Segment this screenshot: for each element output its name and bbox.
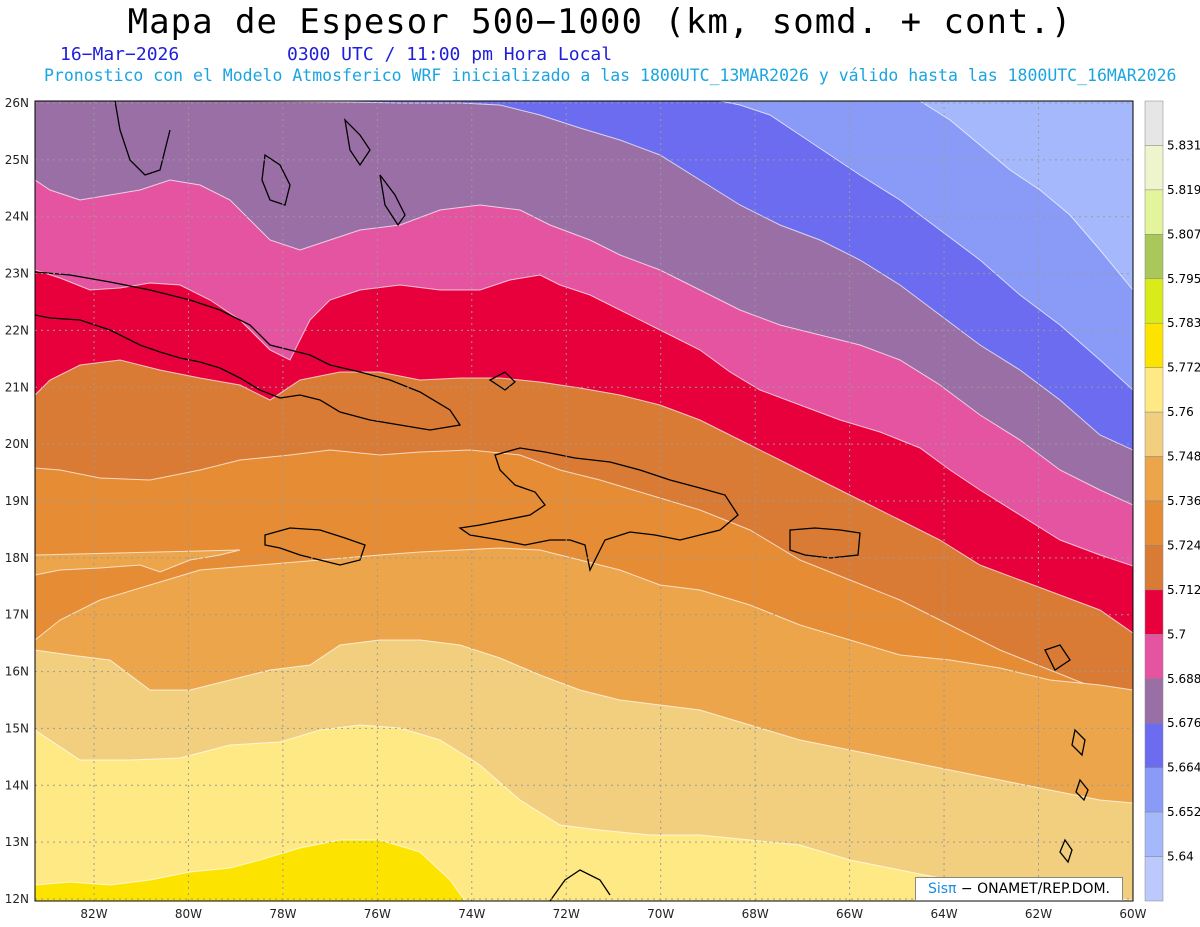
lon-axis: 82W 80W 78W 76W 74W 72W 70W 68W 66W 64W 62W 60W xyxy=(80,907,1146,921)
coast-bahamas-3 xyxy=(379,174,406,227)
colorbar-label: 5.795 xyxy=(1167,272,1200,286)
coast-hispaniola xyxy=(458,447,739,572)
band-5772-5783 xyxy=(35,839,466,901)
plot-frame xyxy=(34,100,1134,902)
colorbar-swatch xyxy=(1144,634,1164,680)
colorbar-swatch xyxy=(1144,456,1164,502)
lat-label: 13N xyxy=(5,835,29,849)
colorbar-label: 5.76 xyxy=(1167,405,1194,419)
credit-logo: Sisπ xyxy=(927,881,957,897)
colorbar-swatch xyxy=(1144,234,1164,280)
colorbar-label: 5.807 xyxy=(1167,227,1200,241)
colorbar-swatch xyxy=(1144,322,1164,368)
colorbar-swatch xyxy=(1144,411,1164,457)
colorbar-swatch xyxy=(1144,811,1164,857)
coast-turks xyxy=(488,371,516,391)
lon-label: 82W xyxy=(80,907,107,921)
colorbar-label: 5.772 xyxy=(1167,361,1200,375)
lat-label: 23N xyxy=(5,267,29,281)
colorbar-label: 5.783 xyxy=(1167,316,1200,330)
coast-puerto-rico xyxy=(789,527,861,559)
coast-cuba xyxy=(35,271,462,431)
colorbar-swatch xyxy=(1144,589,1164,635)
coast-venezuela xyxy=(549,869,611,901)
colorbar-swatch xyxy=(1144,100,1164,146)
lon-label: 80W xyxy=(175,907,202,921)
lat-label: 19N xyxy=(5,494,29,508)
lat-label: 17N xyxy=(5,608,29,622)
colorbar-swatch xyxy=(1144,545,1164,591)
colorbar-swatch xyxy=(1144,856,1164,902)
lat-label: 25N xyxy=(5,153,29,167)
map-title: Mapa de Espesor 500−1000 (km, somd. + co… xyxy=(127,2,1073,42)
colorbar-label: 5.652 xyxy=(1167,805,1200,819)
colorbar-label: 5.819 xyxy=(1167,183,1200,197)
colorbar-label: 5.64 xyxy=(1167,850,1194,864)
coast-florida xyxy=(114,101,171,176)
coast-lesser-antilles-1 xyxy=(1044,644,1071,671)
coastlines xyxy=(35,101,1089,901)
lon-label: 68W xyxy=(742,907,769,921)
colorbar-label: 5.748 xyxy=(1167,450,1200,464)
colorbar-swatch xyxy=(1144,189,1164,235)
coast-jamaica xyxy=(264,527,366,566)
lon-label: 74W xyxy=(458,907,485,921)
lat-label: 21N xyxy=(5,380,29,394)
coast-lesser-antilles-4 xyxy=(1059,838,1073,864)
lon-label: 62W xyxy=(1025,907,1052,921)
lat-label: 24N xyxy=(5,210,29,224)
colorbar-label: 5.831 xyxy=(1167,138,1200,152)
colorbar-label: 5.664 xyxy=(1167,761,1200,775)
lat-label: 14N xyxy=(5,778,29,792)
lat-label: 18N xyxy=(5,551,29,565)
colorbar-label: 5.7 xyxy=(1167,627,1186,641)
coast-lesser-antilles-3 xyxy=(1075,778,1089,802)
colorbar-swatch xyxy=(1144,678,1164,724)
band-5640-5652 xyxy=(919,101,1133,291)
lon-label: 78W xyxy=(269,907,296,921)
lat-label: 12N xyxy=(5,892,29,906)
coast-bahamas-2 xyxy=(344,118,371,167)
band-5736-5748-patch xyxy=(35,549,241,576)
lat-label: 20N xyxy=(5,437,29,451)
lon-label: 72W xyxy=(553,907,580,921)
colorbar-label: 5.712 xyxy=(1167,583,1200,597)
credit-text: − ONAMET/REP.DOM. xyxy=(956,881,1110,897)
lon-label: 64W xyxy=(930,907,957,921)
colorbar: 5.831 5.819 5.807 5.795 5.783 5.772 5.76 5.748 5… xyxy=(1144,100,1200,902)
colorbar-swatch xyxy=(1144,145,1164,191)
lon-label: 76W xyxy=(364,907,391,921)
lon-label: 66W xyxy=(836,907,863,921)
lat-label: 22N xyxy=(5,323,29,337)
lat-label: 16N xyxy=(5,665,29,679)
colorbar-swatch xyxy=(1144,278,1164,324)
forecast-date: 16−Mar−2026 xyxy=(60,44,180,65)
lat-label: 26N xyxy=(5,96,29,110)
colorbar-label: 5.736 xyxy=(1167,494,1200,508)
lat-axis: 26N 25N 24N 23N 22N 21N 20N 19N 18N 17N 16N 15N 14N 1… xyxy=(5,96,29,906)
colorbar-label: 5.724 xyxy=(1167,538,1200,552)
lon-label: 70W xyxy=(647,907,674,921)
colorbar-swatch xyxy=(1144,500,1164,546)
colorbar-label: 5.688 xyxy=(1167,672,1200,686)
model-info: Pronostico con el Modelo Atmosferico WRF… xyxy=(44,66,1177,85)
lat-label: 15N xyxy=(5,721,29,735)
coast-bahamas-1 xyxy=(261,153,291,206)
credit-box: Sisπ − ONAMET/REP.DOM. xyxy=(915,877,1123,901)
lon-label: 60W xyxy=(1119,907,1146,921)
lat-lon-grid xyxy=(35,101,1134,901)
colorbar-swatch xyxy=(1144,722,1164,768)
colorbar-label: 5.676 xyxy=(1167,716,1200,730)
colorbar-swatch xyxy=(1144,767,1164,813)
forecast-time: 0300 UTC / 11:00 pm Hora Local xyxy=(287,44,613,65)
coast-lesser-antilles-2 xyxy=(1071,728,1086,757)
colorbar-swatch xyxy=(1144,367,1164,413)
